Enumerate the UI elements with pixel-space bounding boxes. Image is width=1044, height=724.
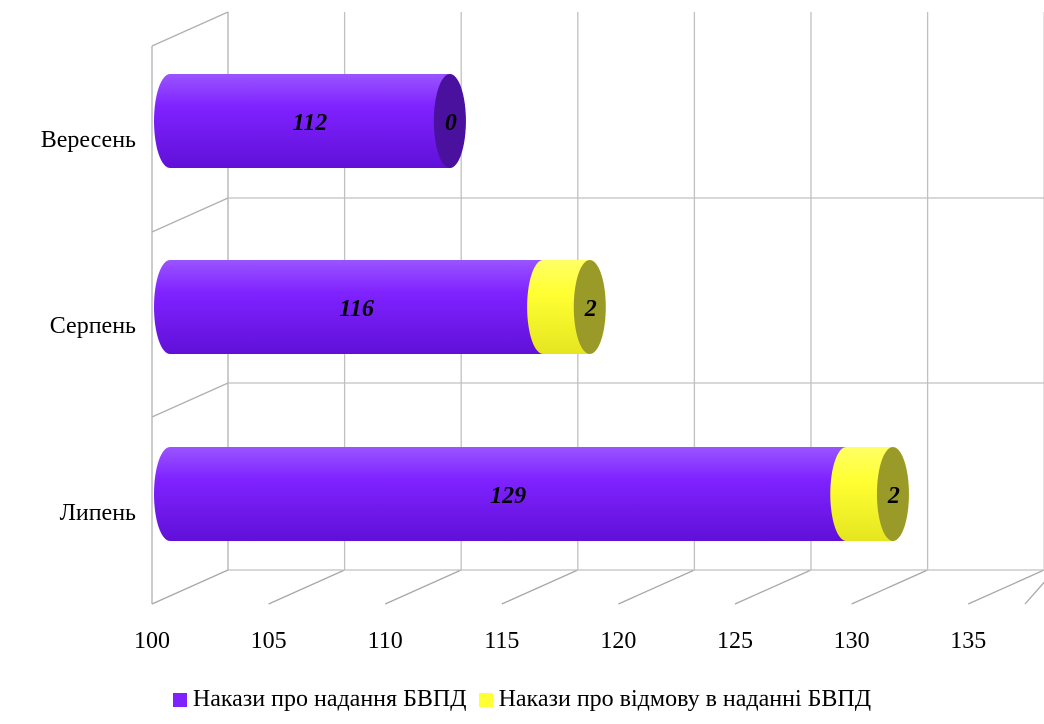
bars bbox=[154, 74, 909, 541]
category-label: Вересень bbox=[41, 127, 136, 153]
floor-gridline bbox=[967, 569, 1044, 605]
category-label: Серпень bbox=[50, 313, 136, 339]
legend-label-series-1: Накази про надання БВПД bbox=[192, 686, 467, 712]
bar-end-cap bbox=[433, 74, 466, 168]
bar-end-cap bbox=[573, 260, 606, 354]
legend-label-series-2: Накази про відмову в наданні БВПД bbox=[498, 686, 872, 712]
legend-swatch-series-2 bbox=[478, 692, 493, 707]
legend-swatch-series-1 bbox=[172, 692, 187, 707]
floor-gridline bbox=[1024, 581, 1044, 605]
x-tick-label: 110 bbox=[368, 628, 403, 654]
category-label: Липень bbox=[60, 500, 136, 526]
floor-gridline bbox=[151, 569, 229, 605]
legend-item-series-2: Накази про відмову в наданні БВПД bbox=[478, 686, 872, 713]
bar-segment-series-1 bbox=[154, 447, 863, 541]
data-label-series-1: 116 bbox=[339, 296, 374, 322]
x-tick-label: 120 bbox=[600, 628, 636, 654]
legend-item-series-1: Накази про надання БВПД bbox=[172, 686, 467, 713]
left-wall-gridline bbox=[151, 382, 229, 418]
labels: 100 105 110 115 120 125 130 135 Вересень 112 0 Серп… bbox=[41, 110, 986, 654]
bar-segment-series-1 bbox=[154, 74, 466, 168]
data-label-series-1: 129 bbox=[490, 483, 526, 509]
bar-end-cap bbox=[876, 447, 909, 541]
x-tick-label: 100 bbox=[134, 628, 170, 654]
x-tick-label: 125 bbox=[717, 628, 753, 654]
x-tick-label: 135 bbox=[950, 628, 986, 654]
floor-gridline bbox=[501, 569, 579, 605]
x-tick-label: 105 bbox=[251, 628, 287, 654]
x-tick-label: 130 bbox=[834, 628, 870, 654]
floor-gridline bbox=[268, 569, 345, 605]
data-label-series-2: 2 bbox=[887, 483, 900, 509]
floor-gridline bbox=[851, 569, 928, 605]
floor-gridline bbox=[734, 569, 812, 605]
legend: Накази про надання БВПД Накази про відмо… bbox=[0, 686, 1044, 713]
data-label-series-2: 2 bbox=[584, 296, 597, 322]
x-tick-label: 115 bbox=[484, 628, 519, 654]
data-label-series-2: 0 bbox=[445, 110, 457, 136]
left-wall-top-edge bbox=[151, 11, 229, 47]
data-label-series-1: 112 bbox=[293, 110, 328, 136]
floor-gridline bbox=[384, 569, 462, 605]
left-wall-gridline bbox=[151, 197, 229, 233]
bar-segment-series-1 bbox=[154, 260, 560, 354]
floor-gridline bbox=[618, 569, 695, 605]
